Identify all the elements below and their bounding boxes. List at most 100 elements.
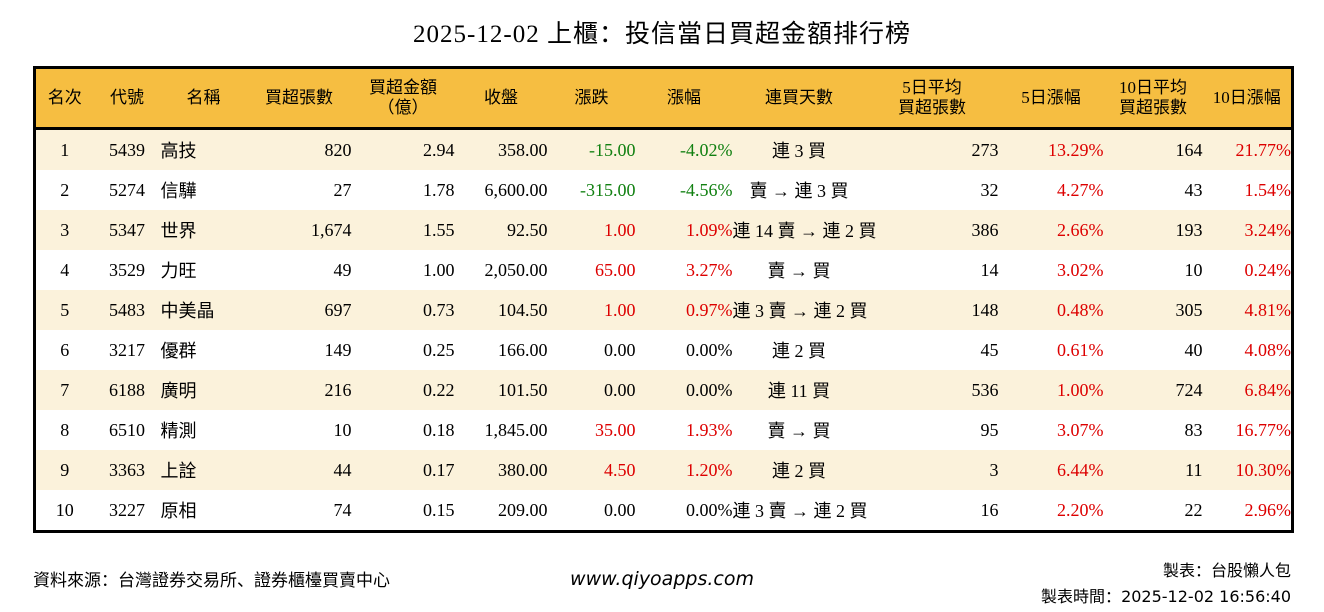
cell-pct10: 6.84%	[1244, 379, 1292, 400]
cell-name: 世界	[160, 221, 197, 241]
cell-amount: 1.78	[423, 179, 455, 200]
cell-change: -15.00	[589, 139, 636, 160]
table-row: 2 5274 信驊 27 1.78 6,600.00 -315.00 -4.56% 賣 → 連 …	[34, 170, 1293, 210]
cell-avg5: 95	[980, 419, 999, 440]
cell-amount: 1.00	[423, 259, 455, 280]
cell-avg10: 10	[1184, 259, 1203, 280]
cell-streak: 連 2 買	[772, 341, 826, 361]
cell-avg5: 16	[980, 499, 999, 520]
cell-rank: 5	[60, 299, 70, 320]
cell-streak: 連 3 買	[772, 141, 826, 161]
cell-name: 廣明	[160, 381, 197, 401]
table-row: 9 3363 上詮 44 0.17 380.00 4.50 1.20% 連 2 買 3 6.44% 1…	[34, 450, 1293, 490]
table-row: 1 5439 高技 820 2.94 358.00 -15.00 -4.02% 連 3 買 273…	[34, 128, 1293, 170]
cell-avg5: 273	[971, 139, 999, 160]
cell-streak: 賣 → 買	[767, 261, 831, 281]
cell-change_pct: 3.27%	[686, 259, 733, 280]
cell-lots: 10	[333, 419, 352, 440]
cell-streak: 連 14 賣 → 連 2 買	[732, 221, 877, 241]
cell-code: 5347	[109, 219, 145, 240]
column-header-amount: 買超金額 （億）	[351, 67, 455, 130]
cell-avg5: 32	[980, 179, 999, 200]
cell-pct5: 3.02%	[1057, 259, 1104, 280]
cell-code: 5439	[109, 139, 145, 160]
cell-close: 2,050.00	[484, 259, 548, 280]
cell-streak: 連 11 買	[767, 381, 831, 401]
cell-close: 104.50	[498, 299, 548, 320]
cell-code: 5274	[109, 179, 145, 200]
cell-rank: 9	[60, 459, 70, 480]
cell-avg10: 724	[1175, 379, 1203, 400]
column-header-pct5: 5日漲幅	[998, 67, 1104, 130]
cell-avg5: 148	[971, 299, 999, 320]
website-url: www.qiyoapps.com	[570, 568, 754, 590]
column-header-change_pct: 漲幅	[635, 67, 733, 130]
cell-rank: 6	[60, 339, 70, 360]
cell-change_pct: 0.97%	[686, 299, 733, 320]
cell-lots: 697	[324, 299, 352, 320]
cell-code: 3363	[109, 459, 145, 480]
column-header-change: 漲跌	[547, 67, 636, 130]
cell-amount: 0.17	[423, 459, 455, 480]
report-timestamp-value: 2025-12-02 16:56:40	[1121, 586, 1291, 606]
cell-amount: 1.55	[423, 219, 455, 240]
cell-lots: 820	[324, 139, 352, 160]
column-header-avg10: 10日平均 買超張數	[1103, 67, 1203, 130]
cell-close: 358.00	[498, 139, 548, 160]
cell-pct5: 3.07%	[1057, 419, 1104, 440]
cell-pct5: 6.44%	[1057, 459, 1104, 480]
table-row: 10 3227 原相 74 0.15 209.00 0.00 0.00% 連 3 賣 → 連 2…	[34, 490, 1293, 532]
cell-avg10: 83	[1184, 419, 1203, 440]
table-row: 8 6510 精測 10 0.18 1,845.00 35.00 1.93% 賣 → 買 95 3.…	[34, 410, 1293, 450]
table-row: 3 5347 世界 1,674 1.55 92.50 1.00 1.09% 連 14 賣 → 連…	[34, 210, 1293, 250]
cell-avg10: 40	[1184, 339, 1203, 360]
column-header-code: 代號	[93, 67, 161, 130]
cell-pct5: 0.61%	[1057, 339, 1104, 360]
cell-avg10: 11	[1185, 459, 1203, 480]
cell-change: 35.00	[595, 419, 636, 440]
cell-code: 3529	[109, 259, 145, 280]
cell-code: 3227	[109, 499, 145, 520]
cell-change_pct: -4.56%	[680, 179, 733, 200]
table-row: 5 5483 中美晶 697 0.73 104.50 1.00 0.97% 連 3 賣 → 連 …	[34, 290, 1293, 330]
cell-lots: 74	[333, 499, 352, 520]
ranking-table: 名次 代號 名稱 買超張數 買超金額 （億） 收盤 漲跌 漲幅 連買天數 5日平均 買超張數 5日漲…	[33, 66, 1294, 533]
cell-pct5: 2.66%	[1057, 219, 1104, 240]
cell-rank: 4	[60, 259, 70, 280]
cell-streak: 連 3 賣 → 連 2 買	[732, 501, 868, 521]
column-header-lots: 買超張數	[246, 67, 352, 130]
cell-change_pct: 1.09%	[686, 219, 733, 240]
cell-pct10: 16.77%	[1235, 419, 1292, 440]
cell-change: 1.00	[604, 299, 636, 320]
cell-name: 上詮	[160, 461, 197, 481]
maker-credit: 製表：台股懶人包	[1162, 563, 1291, 580]
cell-streak: 連 3 賣 → 連 2 買	[732, 301, 868, 321]
cell-lots: 1,674	[311, 219, 352, 240]
cell-avg10: 193	[1175, 219, 1203, 240]
cell-lots: 149	[324, 339, 352, 360]
cell-name: 原相	[160, 501, 197, 521]
cell-lots: 216	[324, 379, 352, 400]
cell-close: 1,845.00	[484, 419, 548, 440]
cell-lots: 27	[333, 179, 352, 200]
report-timestamp-label: 製表時間：	[1041, 588, 1122, 606]
cell-change_pct: 0.00%	[686, 339, 733, 360]
table-body: 1 5439 高技 820 2.94 358.00 -15.00 -4.02% 連 3 買 273…	[34, 128, 1293, 532]
cell-name: 精測	[160, 421, 197, 441]
cell-avg5: 386	[971, 219, 999, 240]
cell-pct10: 21.77%	[1235, 139, 1292, 160]
cell-change: 0.00	[604, 339, 636, 360]
cell-change: 0.00	[604, 499, 636, 520]
cell-change_pct: 1.20%	[686, 459, 733, 480]
column-header-close: 收盤	[454, 67, 548, 130]
cell-close: 92.50	[507, 219, 548, 240]
report-timestamp: 製表時間：2025-12-02 16:56:40	[1041, 585, 1291, 611]
cell-close: 101.50	[498, 379, 548, 400]
column-header-rank: 名次	[34, 67, 94, 130]
cell-pct10: 4.08%	[1244, 339, 1292, 360]
cell-pct10: 4.81%	[1244, 299, 1292, 320]
cell-change_pct: 0.00%	[686, 499, 733, 520]
cell-pct10: 0.24%	[1244, 259, 1292, 280]
table-row: 7 6188 廣明 216 0.22 101.50 0.00 0.00% 連 11 買 536 1.…	[34, 370, 1293, 410]
cell-amount: 0.15	[423, 499, 455, 520]
